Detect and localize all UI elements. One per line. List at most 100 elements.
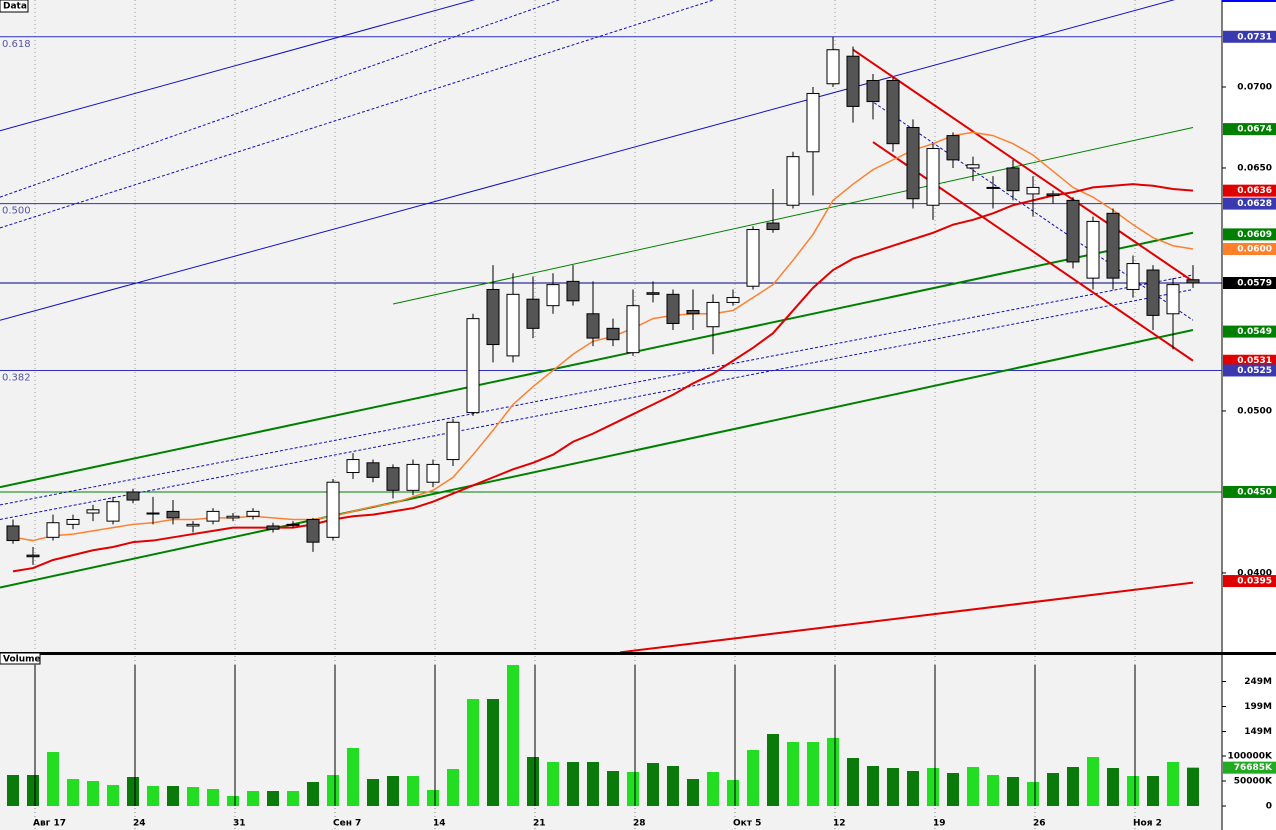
volume-bar <box>267 791 279 806</box>
volume-bar <box>7 775 19 806</box>
price-marker-label: 0.0525 <box>1237 366 1272 376</box>
candle-body <box>506 293 520 357</box>
price-marker <box>1223 575 1276 588</box>
candle-body <box>866 80 880 103</box>
candle-body <box>966 164 980 169</box>
candle-body <box>846 55 860 107</box>
volume-tick-label: 0 <box>1266 802 1272 812</box>
candle-body <box>1026 186 1040 195</box>
volume-bar <box>427 790 439 806</box>
x-tick-label: Ноя 2 <box>1133 819 1162 829</box>
candle-body <box>726 297 740 303</box>
x-tick-label: 26 <box>1033 819 1046 829</box>
x-tick-label: 21 <box>533 819 546 829</box>
candle-body <box>1066 199 1080 263</box>
volume-bar <box>307 782 319 806</box>
x-tick-label: Окт 5 <box>733 819 761 829</box>
candle-body <box>1046 193 1060 197</box>
candle-body <box>1166 284 1180 315</box>
candle-body <box>986 186 1000 189</box>
volume-bar <box>447 769 459 806</box>
trend-line <box>619 581 1194 652</box>
price-marker <box>1223 123 1276 136</box>
trend-line <box>0 0 1176 321</box>
volume-bar <box>347 748 359 806</box>
candle-body <box>1186 279 1200 284</box>
x-tick-label: 12 <box>833 819 846 829</box>
chart-title: Data <box>3 2 27 12</box>
volume-bar <box>1147 776 1159 806</box>
price-marker <box>1223 184 1276 197</box>
candle-body <box>346 459 360 474</box>
candle-body <box>306 518 320 543</box>
trend-line <box>0 0 561 198</box>
volume-bar <box>207 789 219 806</box>
volume-bar <box>67 779 79 806</box>
volume-bar <box>667 766 679 806</box>
volume-bar <box>1047 773 1059 806</box>
volume-bar <box>1007 777 1019 806</box>
volume-bar <box>247 791 259 806</box>
candle-body <box>286 523 300 526</box>
trend-line <box>0 0 716 229</box>
candle-body <box>1086 220 1100 279</box>
volume-bar <box>187 787 199 806</box>
volume-bar <box>787 742 799 806</box>
price-marker-label: 0.0674 <box>1237 125 1272 135</box>
price-marker-label: 0.0549 <box>1237 327 1272 337</box>
volume-bar <box>587 762 599 806</box>
candle-body <box>246 510 260 517</box>
candle-body <box>426 463 440 483</box>
candle-body <box>326 481 340 538</box>
volume-bar <box>387 776 399 806</box>
volume-bar <box>607 771 619 806</box>
x-tick-label: 24 <box>133 819 146 829</box>
y-tick-label: 0.0500 <box>1237 406 1272 416</box>
candle-body <box>606 327 620 341</box>
volume-bar <box>647 763 659 806</box>
candle-body <box>686 310 700 315</box>
volume-bar <box>487 699 499 806</box>
volume-bar <box>147 786 159 806</box>
price-marker <box>1223 354 1276 367</box>
volume-bar <box>1027 782 1039 806</box>
candle-body <box>646 292 660 295</box>
candle-body <box>206 510 220 522</box>
price-marker-label: 0.0628 <box>1237 199 1272 209</box>
y-tick-label: 0.0650 <box>1237 163 1272 173</box>
price-marker-label: 0.0531 <box>1237 356 1272 366</box>
price-marker-label: 0.0450 <box>1237 487 1272 497</box>
candle-body <box>566 280 580 302</box>
price-marker <box>1223 242 1276 255</box>
candle-body <box>746 229 760 287</box>
title-box <box>0 0 29 13</box>
trend-line <box>392 126 1194 305</box>
volume-bar <box>767 734 779 806</box>
x-tick-label: Сен 7 <box>333 819 361 829</box>
candle-body <box>46 522 60 538</box>
volume-bar <box>567 762 579 806</box>
candle-body <box>546 284 560 307</box>
volume-bar <box>507 665 519 806</box>
volume-bar <box>887 768 899 806</box>
volume-bar <box>87 781 99 806</box>
level-label: 0.382 <box>2 372 31 383</box>
trend-line <box>852 48 1194 283</box>
candle-body <box>6 525 20 542</box>
level-label: 0.618 <box>2 39 31 50</box>
candle-body <box>906 126 920 200</box>
volume-bar <box>1127 776 1139 806</box>
candle-body <box>366 462 380 478</box>
price-marker <box>1223 30 1276 43</box>
volume-bar <box>707 772 719 806</box>
volume-bar <box>1167 762 1179 806</box>
candle-body <box>586 313 600 339</box>
volume-tick-label: 100000K <box>1227 752 1273 762</box>
volume-bar <box>47 752 59 806</box>
candle-body <box>806 92 820 153</box>
volume-bar <box>747 750 759 806</box>
trend-line <box>0 328 1194 589</box>
volume-title-box <box>0 652 41 665</box>
price-marker <box>1223 485 1276 498</box>
trend-line <box>0 274 1194 506</box>
